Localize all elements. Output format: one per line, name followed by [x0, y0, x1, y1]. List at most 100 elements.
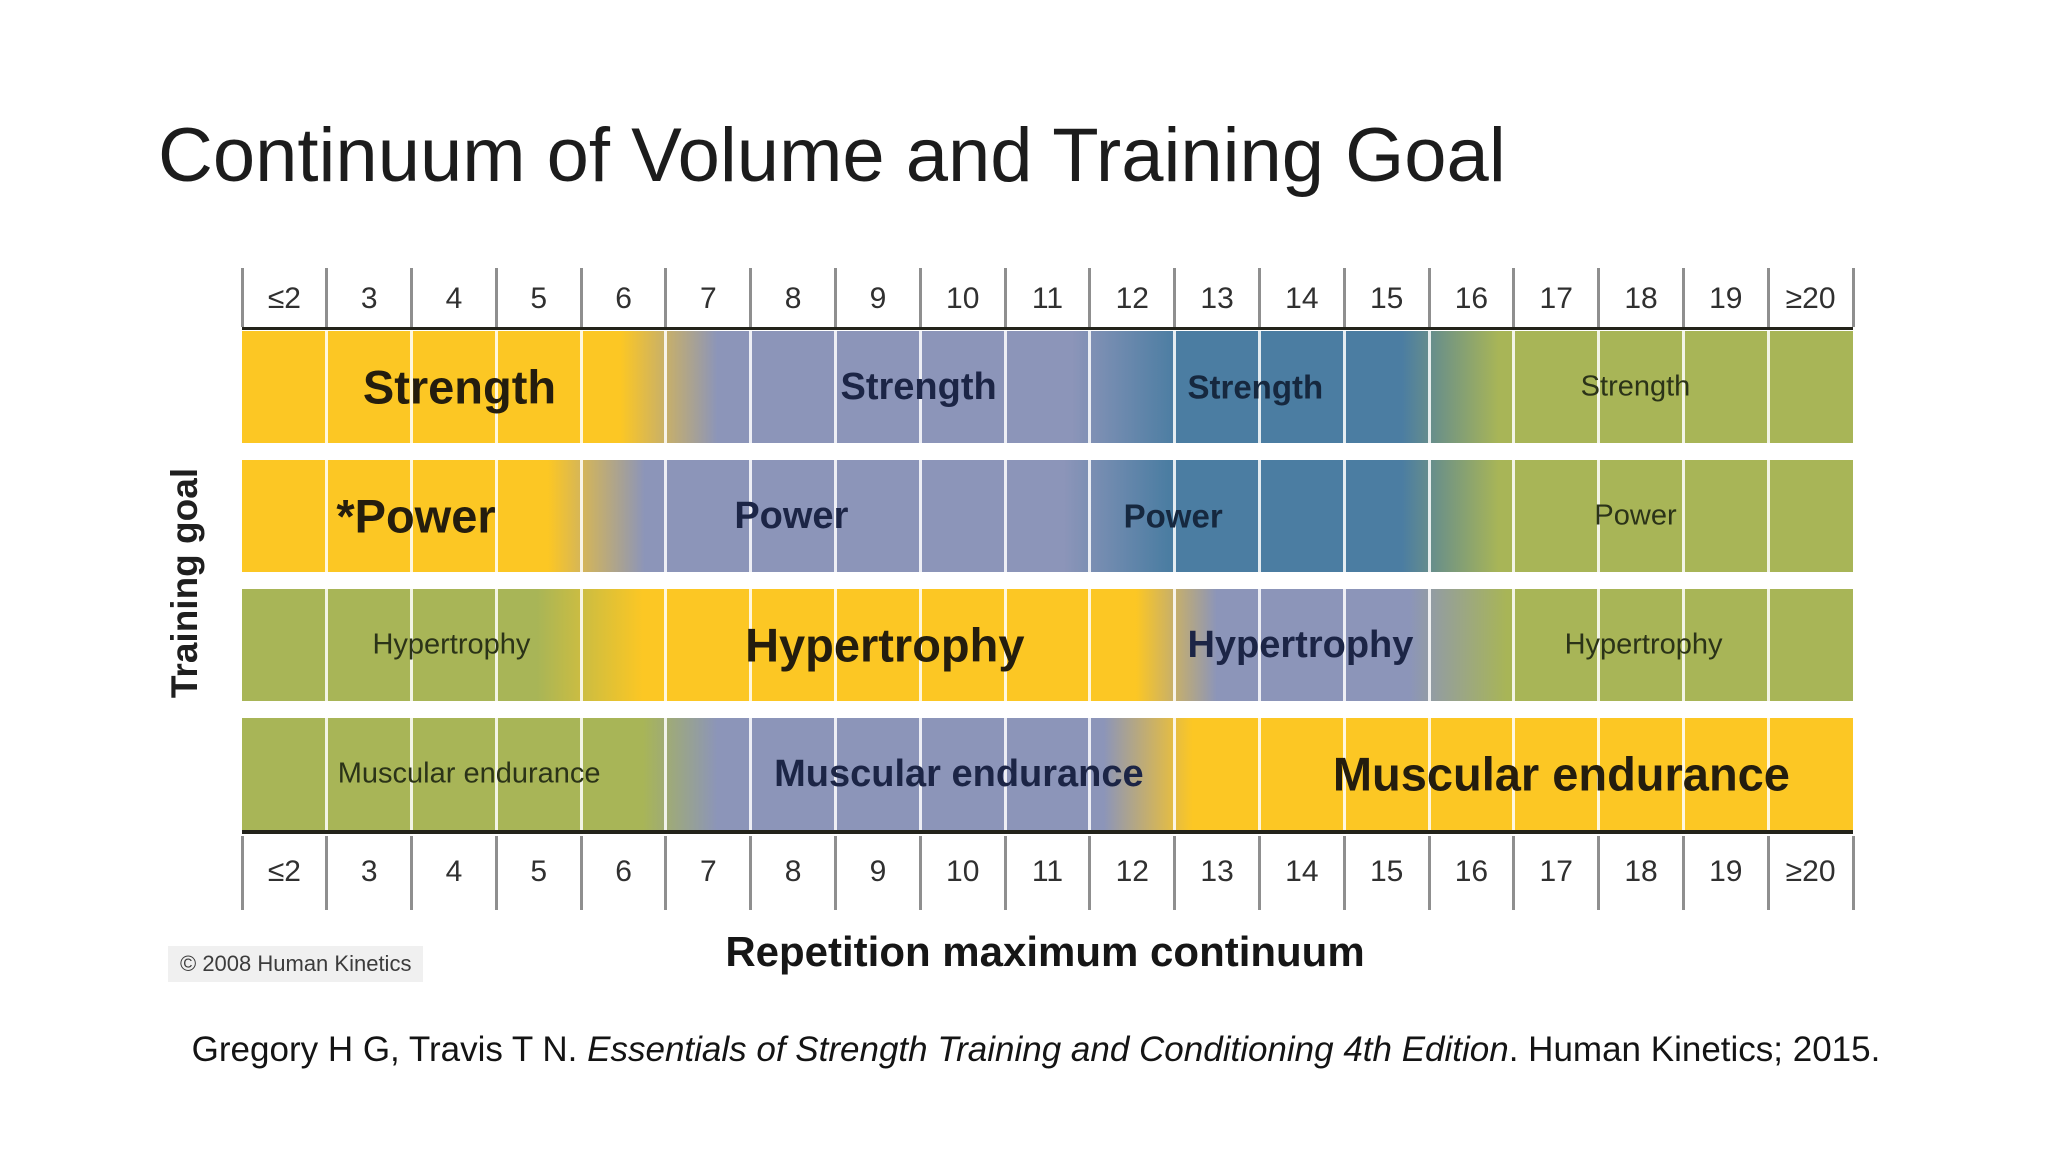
- goal-label-strength: Strength: [840, 366, 997, 408]
- column-gridline: [1088, 460, 1092, 572]
- axis-tick: [1851, 836, 1855, 910]
- column-gridline: [918, 589, 922, 701]
- goal-label-muscular-endurance: Muscular endurance: [774, 753, 1144, 795]
- axis-tick: [749, 268, 753, 327]
- goal-label-power: *Power: [336, 489, 496, 543]
- column-gridline: [1257, 589, 1261, 701]
- column-gridline: [1088, 331, 1092, 443]
- goal-label-power: Power: [734, 495, 849, 537]
- row-bar-hypertrophy: Hypertrophy Hypertrophy Hypertrophy Hypertr…: [242, 589, 1853, 701]
- axis-tick: [1597, 836, 1601, 910]
- column-gridline: [410, 589, 414, 701]
- column-gridline: [918, 718, 922, 830]
- axis-tick-label: 19: [1709, 282, 1743, 315]
- axis-tick-label: 18: [1624, 282, 1658, 315]
- axis-tick: [1088, 836, 1092, 910]
- axis-tick: [834, 268, 838, 327]
- citation-book-title: Essentials of Strength Training and Cond…: [587, 1030, 1509, 1069]
- axis-tick: [1173, 836, 1177, 910]
- y-axis-label: Training goal: [164, 467, 205, 699]
- column-gridline: [1597, 589, 1601, 701]
- column-gridline: [1173, 331, 1177, 443]
- goal-label-strength: Strength: [1187, 368, 1324, 406]
- column-gridline: [1681, 589, 1685, 701]
- axis-tick-label: 9: [869, 855, 887, 888]
- column-gridline: [1257, 460, 1261, 572]
- goal-label-strength: Strength: [1580, 370, 1691, 403]
- column-gridline: [664, 718, 668, 830]
- column-gridline: [410, 331, 414, 443]
- axis-tick-label: ≤2: [267, 282, 301, 315]
- column-gridline: [1766, 331, 1770, 443]
- column-gridline: [325, 331, 329, 443]
- axis-tick: [325, 268, 329, 327]
- axis-tick: [1851, 268, 1855, 327]
- column-gridline: [1512, 460, 1516, 572]
- axis-tick: [1681, 268, 1685, 327]
- axis-tick-label: 10: [946, 282, 980, 315]
- axis-tick: [1173, 268, 1177, 327]
- axis-tick: [1003, 268, 1007, 327]
- citation-publisher: . Human Kinetics; 2015.: [1508, 1030, 1881, 1069]
- column-gridline: [1766, 718, 1770, 830]
- axis-tick-label: 3: [360, 855, 378, 888]
- column-gridline: [918, 460, 922, 572]
- goal-label-muscular-endurance: Muscular endurance: [337, 757, 601, 790]
- column-gridline: [325, 589, 329, 701]
- rm-axis-bottom: ≤2 3 4 5 6 7 8 9 10 11 12 13 14 15 16 17 18 19 ≥20: [240, 836, 1855, 910]
- column-gridline: [1257, 331, 1261, 443]
- column-gridline: [1427, 589, 1431, 701]
- axis-tick: [1342, 836, 1346, 910]
- axis-tick: [1257, 268, 1261, 327]
- column-gridline: [1681, 460, 1685, 572]
- axis-tick: [1512, 836, 1516, 910]
- axis-tick-label: 6: [615, 282, 632, 315]
- axis-tick: [579, 836, 583, 910]
- column-gridline: [834, 460, 838, 572]
- axis-tick-label: 12: [1115, 855, 1149, 888]
- column-gridline: [1342, 718, 1346, 830]
- column-gridline: [494, 718, 498, 830]
- axis-tick: [1427, 836, 1431, 910]
- axis-tick: [1003, 836, 1007, 910]
- column-gridline: [749, 718, 753, 830]
- axis-tick: [664, 268, 668, 327]
- column-gridline: [579, 589, 583, 701]
- row-bar-muscular-endurance: Muscular endurance Muscular endurance Musc…: [242, 718, 1853, 830]
- column-gridline: [325, 718, 329, 830]
- axis-tick-label: 19: [1709, 855, 1743, 888]
- axis-tick: [410, 836, 414, 910]
- axis-tick-label: 14: [1285, 282, 1319, 315]
- axis-tick-label: 17: [1539, 282, 1573, 315]
- axis-tick: [1342, 268, 1346, 327]
- column-gridline: [1597, 718, 1601, 830]
- axis-tick-label: 6: [615, 855, 632, 888]
- axis-tick-label: ≥20: [1785, 855, 1836, 888]
- column-gridline: [1512, 589, 1516, 701]
- axis-tick-label: 5: [530, 855, 548, 888]
- row-bar-power: *Power Power Power Power: [242, 460, 1853, 572]
- axis-tick: [918, 836, 922, 910]
- axis-tick: [1766, 268, 1770, 327]
- axis-tick: [1681, 836, 1685, 910]
- column-gridline: [579, 718, 583, 830]
- column-gridline: [1512, 718, 1516, 830]
- axis-tick-label: 8: [784, 855, 802, 888]
- axis-tick-label: 11: [1031, 282, 1064, 315]
- axis-tick-label: 9: [869, 282, 887, 315]
- bottom-axis-rule: [242, 830, 1853, 834]
- axis-tick: [1257, 836, 1261, 910]
- goal-label-strength: Strength: [362, 360, 557, 414]
- slide-title: Continuum of Volume and Training Goal: [158, 113, 1506, 198]
- axis-tick-label: 7: [699, 855, 717, 888]
- top-axis-rule: [242, 327, 1853, 330]
- column-gridline: [1597, 331, 1601, 443]
- axis-tick: [1088, 268, 1092, 327]
- goal-label-hypertrophy: Hypertrophy: [1187, 624, 1414, 666]
- axis-tick-label: 16: [1454, 855, 1489, 888]
- axis-tick-label: 4: [445, 855, 463, 888]
- column-gridline: [494, 589, 498, 701]
- column-gridline: [1342, 331, 1346, 443]
